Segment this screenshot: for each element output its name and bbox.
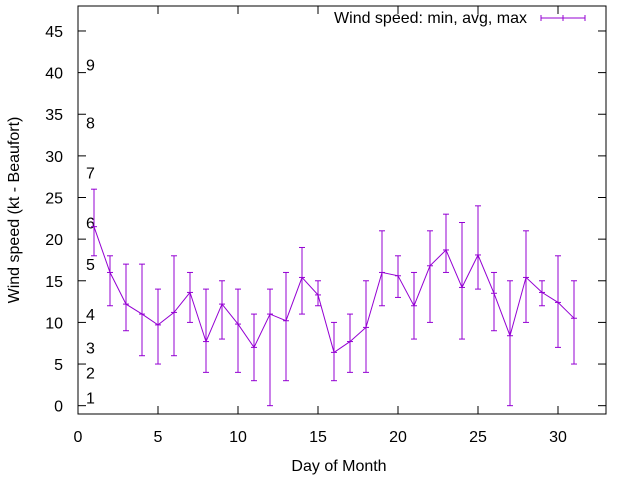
error-bar bbox=[299, 246, 305, 315]
beaufort-label: 5 bbox=[86, 257, 95, 274]
data-point bbox=[459, 284, 465, 291]
error-bar bbox=[235, 288, 241, 373]
data-point bbox=[203, 338, 209, 345]
x-tick-label: 30 bbox=[549, 429, 567, 446]
data-point bbox=[123, 301, 129, 308]
data-point bbox=[475, 251, 481, 258]
y-tick-label: 30 bbox=[45, 149, 63, 166]
data-point bbox=[267, 311, 273, 318]
x-axis-label: Day of Month bbox=[291, 458, 386, 475]
data-point bbox=[91, 223, 97, 230]
beaufort-label: 4 bbox=[86, 307, 95, 324]
y-tick-label: 40 bbox=[45, 66, 63, 83]
error-bar bbox=[187, 271, 193, 323]
data-point bbox=[395, 272, 401, 279]
error-bar bbox=[571, 280, 577, 365]
error-bar bbox=[107, 255, 113, 307]
data-point bbox=[411, 302, 417, 309]
beaufort-label: 7 bbox=[86, 166, 95, 183]
error-bar bbox=[139, 263, 145, 357]
data-point bbox=[507, 332, 513, 339]
error-bar bbox=[491, 271, 497, 332]
y-tick-label: 0 bbox=[54, 399, 63, 416]
y-tick-label: 10 bbox=[45, 315, 63, 332]
data-point bbox=[491, 290, 497, 297]
x-tick-label: 15 bbox=[309, 429, 327, 446]
x-tick-label: 10 bbox=[229, 429, 247, 446]
data-point bbox=[571, 315, 577, 322]
error-bar bbox=[219, 280, 225, 340]
y-tick-label: 20 bbox=[45, 232, 63, 249]
data-point bbox=[523, 274, 529, 281]
error-bar bbox=[507, 280, 513, 407]
data-point bbox=[299, 274, 305, 281]
data-point bbox=[347, 338, 353, 345]
data-point bbox=[171, 309, 177, 316]
beaufort-label: 6 bbox=[86, 215, 95, 232]
beaufort-label: 8 bbox=[86, 116, 95, 133]
error-bar bbox=[203, 288, 209, 373]
error-bar bbox=[171, 255, 177, 357]
data-point bbox=[187, 289, 193, 296]
data-point bbox=[139, 311, 145, 318]
error-bar bbox=[91, 188, 97, 257]
data-point bbox=[363, 324, 369, 331]
error-bar bbox=[459, 221, 465, 340]
error-bar bbox=[123, 263, 129, 332]
plot-frame bbox=[77, 5, 607, 415]
beaufort-scale-labels: 1 2 3 4 5 6 7 8 9 bbox=[86, 57, 95, 407]
data-point bbox=[539, 289, 545, 296]
wind-series bbox=[91, 188, 577, 407]
error-bar bbox=[427, 230, 433, 323]
y-tick-label: 25 bbox=[45, 191, 63, 208]
x-tick-label: 5 bbox=[154, 429, 163, 446]
y-tick-label: 35 bbox=[45, 107, 63, 124]
error-bar bbox=[283, 271, 289, 382]
x-tick-label: 0 bbox=[74, 429, 83, 446]
x-axis-ticks: 0 5 10 15 20 25 30 bbox=[74, 6, 567, 446]
data-point bbox=[219, 301, 225, 308]
legend-sample bbox=[540, 15, 586, 21]
y-axis-label: Wind speed (kt - Beaufort) bbox=[6, 117, 23, 304]
error-bar bbox=[443, 213, 449, 273]
data-point bbox=[155, 321, 161, 328]
data-point bbox=[315, 291, 321, 298]
data-point bbox=[283, 317, 289, 324]
data-point bbox=[251, 344, 257, 351]
beaufort-label: 9 bbox=[86, 57, 95, 74]
beaufort-label: 3 bbox=[86, 340, 95, 357]
data-point bbox=[443, 246, 449, 253]
legend-label: Wind speed: min, avg, max bbox=[334, 10, 527, 27]
error-bar bbox=[267, 288, 273, 407]
y-tick-label: 45 bbox=[45, 24, 63, 41]
data-point bbox=[427, 262, 433, 269]
error-bar bbox=[379, 230, 385, 307]
data-point bbox=[331, 349, 337, 356]
y-tick-label: 5 bbox=[54, 357, 63, 374]
data-point bbox=[379, 269, 385, 276]
beaufort-label: 1 bbox=[86, 390, 95, 407]
data-point bbox=[107, 269, 113, 276]
data-point bbox=[555, 299, 561, 306]
y-tick-label: 15 bbox=[45, 274, 63, 291]
data-point bbox=[235, 321, 241, 328]
x-tick-label: 25 bbox=[469, 429, 487, 446]
x-tick-label: 20 bbox=[389, 429, 407, 446]
legend: Wind speed: min, avg, max bbox=[334, 10, 586, 27]
error-bar bbox=[475, 205, 481, 290]
beaufort-label: 2 bbox=[86, 365, 95, 382]
